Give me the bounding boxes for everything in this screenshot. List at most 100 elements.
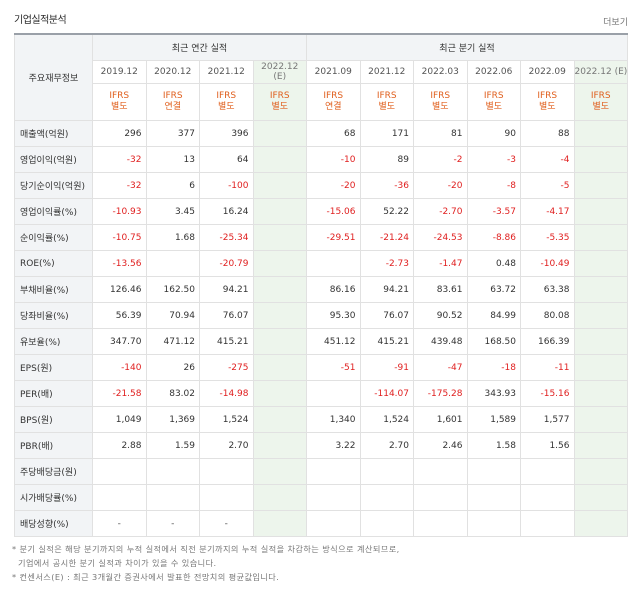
table-cell: -3.57 bbox=[466, 198, 521, 225]
table-cell bbox=[252, 198, 307, 225]
table-row: 영업이익(억원) -32 13 64 -10 89 -2 -3 -4 bbox=[14, 146, 628, 173]
table-cell bbox=[252, 432, 307, 459]
row-label: PBR(배) bbox=[14, 432, 93, 459]
table-row: 당좌비율(%) 56.39 70.94 76.07 95.30 76.07 90.52 84.… bbox=[14, 302, 628, 329]
table-row: 시가배당률(%) bbox=[14, 484, 628, 511]
table-cell: 70.94 bbox=[145, 302, 200, 329]
table-cell bbox=[573, 172, 628, 199]
table-cell bbox=[145, 458, 200, 485]
row-label: 시가배당률(%) bbox=[14, 484, 93, 511]
table-cell: - bbox=[145, 510, 200, 537]
table-cell: -4 bbox=[520, 146, 575, 173]
accounting-basis-label: IFRS 별도 bbox=[252, 83, 307, 121]
table-cell bbox=[466, 510, 521, 537]
table-cell: -5.35 bbox=[520, 224, 575, 251]
table-cell: 162.50 bbox=[145, 276, 200, 303]
table-cell: 1,524 bbox=[199, 406, 254, 433]
table-cell: -20 bbox=[306, 172, 361, 199]
table-cell: 80.08 bbox=[520, 302, 575, 329]
table-cell bbox=[413, 458, 468, 485]
table-cell: 415.21 bbox=[199, 328, 254, 355]
table-cell: 347.70 bbox=[92, 328, 147, 355]
footnote-1: * 분기 실적은 해당 분기까지의 누적 실적에서 직전 분기까지의 누적 실적… bbox=[12, 544, 400, 554]
table-cell bbox=[252, 276, 307, 303]
table-cell: -91 bbox=[359, 354, 414, 381]
table-cell: 1,524 bbox=[359, 406, 414, 433]
table-cell bbox=[573, 380, 628, 407]
table-cell: -10.93 bbox=[92, 198, 147, 225]
section-title: 기업실적분석 bbox=[14, 15, 67, 26]
table-cell: 76.07 bbox=[359, 302, 414, 329]
period-row: 2019.12 2020.12 2021.12 2022.12 (E) 2021.09 20… bbox=[15, 60, 628, 84]
table-cell bbox=[573, 276, 628, 303]
table-cell bbox=[573, 432, 628, 459]
table-cell: -4.17 bbox=[520, 198, 575, 225]
table-body: 매출액(억원) 296 377 396 68 171 81 90 88 영업이익(억원) -32 13… bbox=[14, 120, 628, 537]
table-row: 당기순이익(억원) -32 6 -100 -20 -36 -20 -8 -5 bbox=[14, 172, 628, 199]
table-cell: 1.59 bbox=[145, 432, 200, 459]
table-cell: -8 bbox=[466, 172, 521, 199]
table-cell bbox=[573, 198, 628, 225]
table-cell: 2.70 bbox=[359, 432, 414, 459]
accounting-basis-label: IFRS 연결 bbox=[145, 83, 200, 121]
table-cell: -10.49 bbox=[520, 250, 575, 277]
period-header: 2021.09 bbox=[306, 60, 361, 84]
table-cell bbox=[573, 250, 628, 277]
more-link[interactable]: 더보기 bbox=[603, 18, 628, 28]
table-cell: -24.53 bbox=[413, 224, 468, 251]
table-cell bbox=[306, 510, 361, 537]
table-cell bbox=[306, 484, 361, 511]
annual-group-header: 최근 연간 실적 bbox=[92, 33, 307, 61]
table-cell: 126.46 bbox=[92, 276, 147, 303]
table-cell: -3 bbox=[466, 146, 521, 173]
table-cell: -14.98 bbox=[199, 380, 254, 407]
table-cell: 89 bbox=[359, 146, 414, 173]
table-cell: 88 bbox=[520, 120, 575, 147]
table-cell bbox=[573, 406, 628, 433]
table-row: PER(배) -21.58 83.02 -14.98 -114.07 -175.28 343… bbox=[14, 380, 628, 407]
row-label: 배당성향(%) bbox=[14, 510, 93, 537]
table-cell: -20 bbox=[413, 172, 468, 199]
table-cell: 1,601 bbox=[413, 406, 468, 433]
table-cell bbox=[252, 484, 307, 511]
table-cell bbox=[466, 484, 521, 511]
table-cell: 16.24 bbox=[199, 198, 254, 225]
table-cell: -100 bbox=[199, 172, 254, 199]
table-cell: 63.72 bbox=[466, 276, 521, 303]
table-cell: 3.45 bbox=[145, 198, 200, 225]
table-cell bbox=[252, 354, 307, 381]
accounting-basis-label: IFRS 별도 bbox=[199, 83, 254, 121]
table-cell: 343.93 bbox=[466, 380, 521, 407]
table-cell: 64 bbox=[199, 146, 254, 173]
table-row: 순이익률(%) -10.75 1.68 -25.34 -29.51 -21.24 -24.5… bbox=[14, 224, 628, 251]
table-cell: 2.88 bbox=[92, 432, 147, 459]
table-cell: - bbox=[199, 510, 254, 537]
table-cell: -2.70 bbox=[413, 198, 468, 225]
table-cell: 396 bbox=[199, 120, 254, 147]
table-row: 영업이익률(%) -10.93 3.45 16.24 -15.06 52.22 -2.70-… bbox=[14, 198, 628, 225]
period-header: 2022.09 bbox=[520, 60, 575, 84]
table-cell bbox=[252, 224, 307, 251]
table-cell bbox=[359, 510, 414, 537]
table-cell: 6 bbox=[145, 172, 200, 199]
table-cell bbox=[520, 458, 575, 485]
table-cell: -11 bbox=[520, 354, 575, 381]
table-cell: 439.48 bbox=[413, 328, 468, 355]
table-cell bbox=[252, 328, 307, 355]
table-cell: 63.38 bbox=[520, 276, 575, 303]
table-cell bbox=[413, 510, 468, 537]
table-cell: - bbox=[92, 510, 147, 537]
table-cell bbox=[520, 510, 575, 537]
accounting-basis-label: IFRS 별도 bbox=[573, 83, 628, 121]
table-cell: 90.52 bbox=[413, 302, 468, 329]
table-cell: -32 bbox=[92, 172, 147, 199]
table-cell bbox=[573, 510, 628, 537]
section-header: 기업실적분석 더보기 bbox=[0, 0, 636, 36]
table-cell bbox=[573, 354, 628, 381]
accounting-basis-label: IFRS 별도 bbox=[466, 83, 521, 121]
table-cell bbox=[252, 406, 307, 433]
table-cell bbox=[199, 484, 254, 511]
table-cell: -15.06 bbox=[306, 198, 361, 225]
table-cell: 94.21 bbox=[359, 276, 414, 303]
table-cell bbox=[573, 484, 628, 511]
